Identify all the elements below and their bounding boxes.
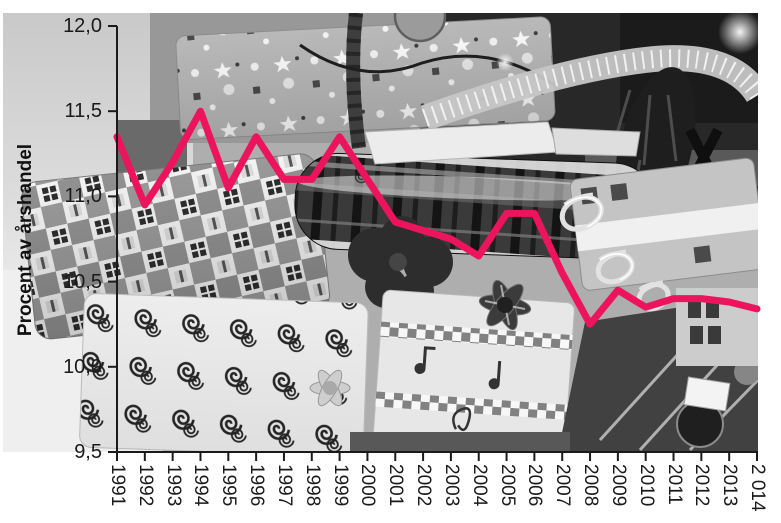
y-tick-label: 10,0 [63,355,102,378]
y-axis-title: Procent av årshandel [15,143,36,337]
tick-marks [108,25,758,461]
y-tick-label: 11,0 [64,185,102,208]
data-line [113,107,761,328]
y-tick-label: 10,5 [63,270,102,293]
christmas-presents-photo [3,13,758,452]
y-tick-label: 12,0 [63,15,102,37]
y-tick-label: 11,5 [64,100,102,123]
y-tick-label: 9,5 [74,441,102,463]
